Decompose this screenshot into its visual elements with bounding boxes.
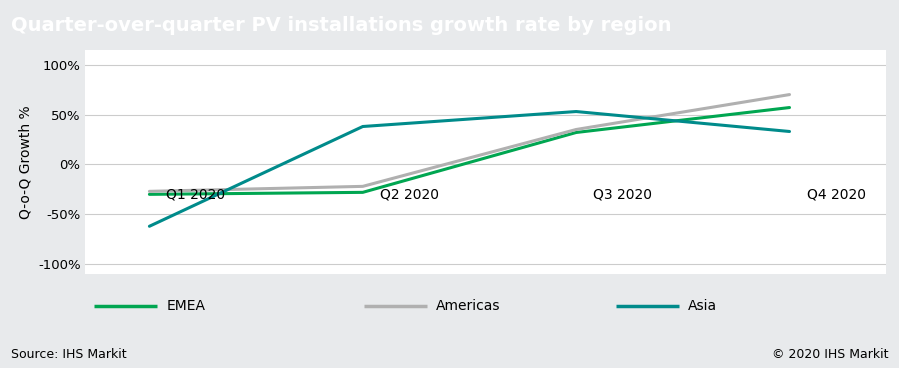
Text: Quarter-over-quarter PV installations growth rate by region: Quarter-over-quarter PV installations gr…	[11, 16, 672, 35]
Text: Q3 2020: Q3 2020	[593, 187, 652, 201]
Text: Asia: Asia	[688, 299, 717, 313]
Text: Americas: Americas	[436, 299, 501, 313]
Text: Source: IHS Markit: Source: IHS Markit	[11, 348, 127, 361]
Y-axis label: Q-o-Q Growth %: Q-o-Q Growth %	[18, 105, 32, 219]
Text: EMEA: EMEA	[166, 299, 205, 313]
Text: © 2020 IHS Markit: © 2020 IHS Markit	[771, 348, 888, 361]
Text: Q4 2020: Q4 2020	[806, 187, 866, 201]
Text: Q2 2020: Q2 2020	[380, 187, 439, 201]
Text: Q1 2020: Q1 2020	[166, 187, 226, 201]
